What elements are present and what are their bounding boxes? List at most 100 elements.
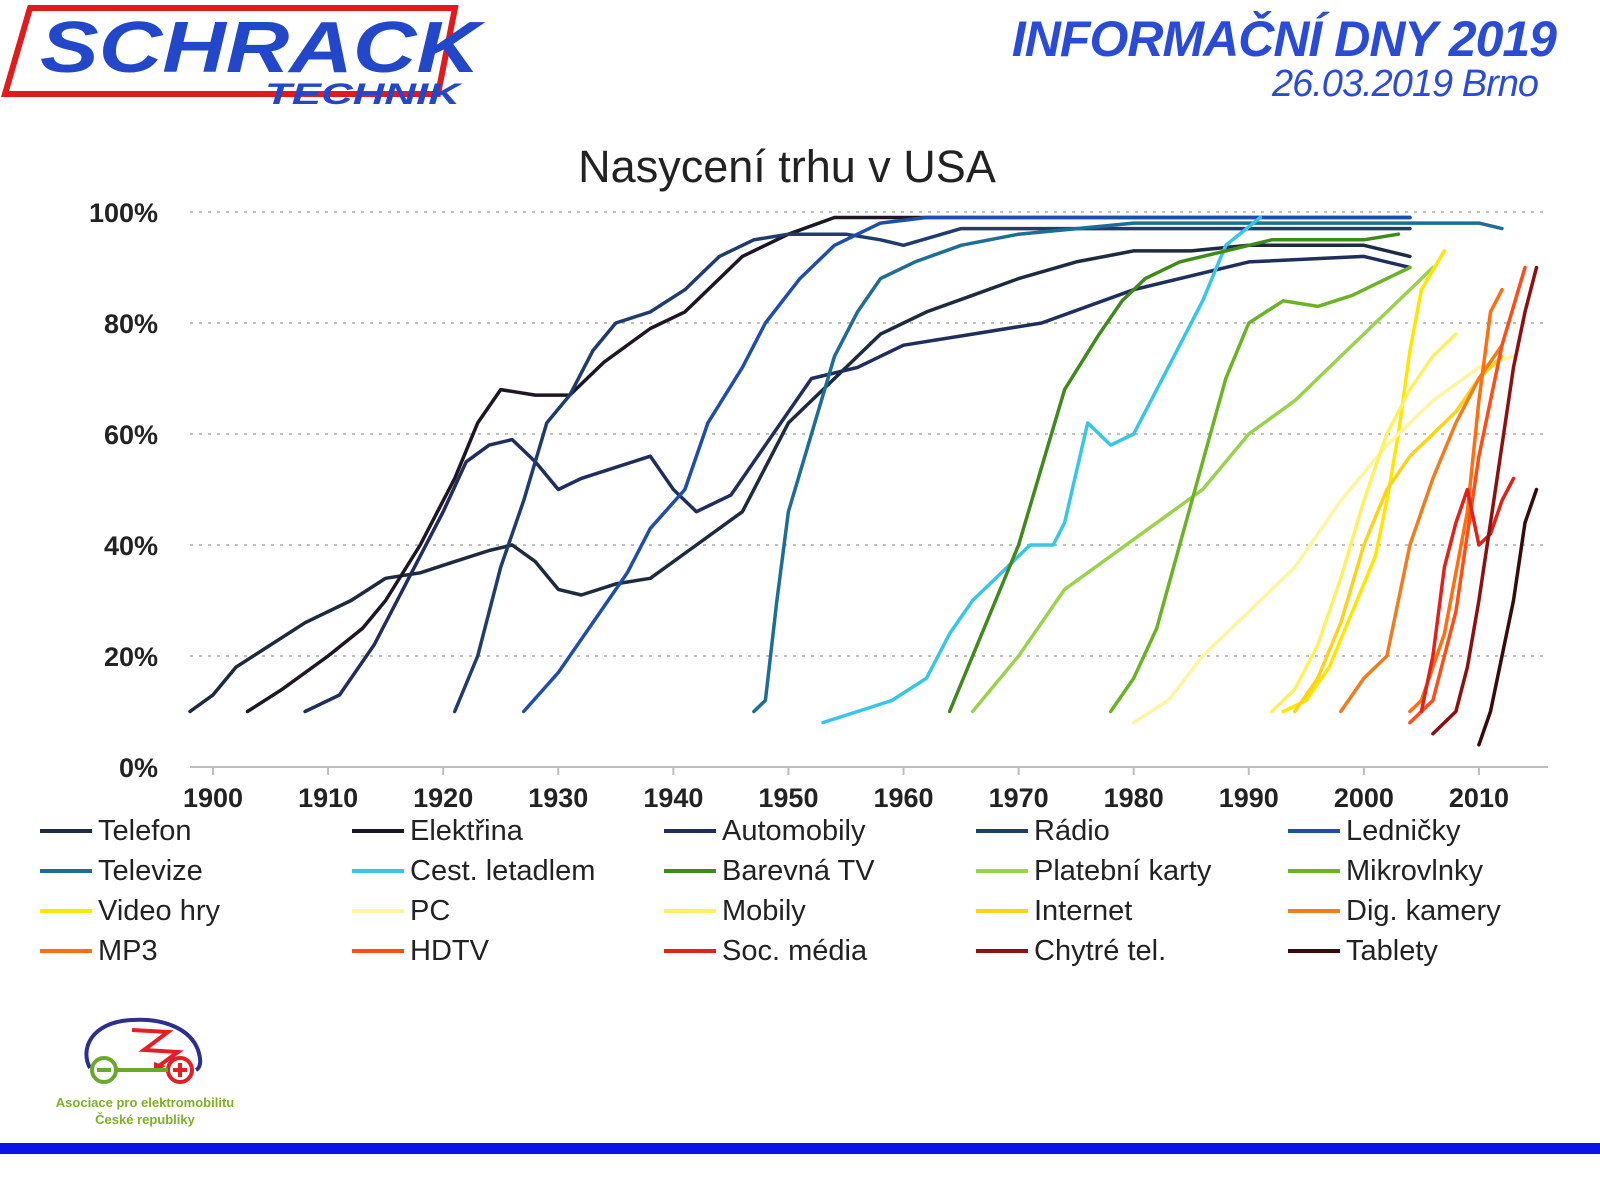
legend-swatch (1288, 829, 1340, 833)
x-tick-label: 1980 (1104, 783, 1164, 810)
schrack-logo: SCHRACK TECHNIK (1, 4, 486, 110)
legend-swatch (1288, 869, 1340, 873)
legend-label: Elektřina (410, 814, 523, 847)
ev-car-logo (84, 1017, 203, 1084)
legend-label: Platební karty (1034, 854, 1212, 887)
series-line-mikrovlnky (1108, 265, 1412, 714)
series-line-pc (1131, 354, 1516, 725)
legend-item: Chytré tel. (976, 932, 1288, 970)
y-tick-label: 20% (104, 642, 158, 672)
x-tick-label: 1990 (1219, 783, 1279, 810)
legend-label: Televize (98, 854, 203, 887)
legend-label: Telefon (98, 814, 192, 847)
series-line-elekt-ina (245, 215, 1412, 714)
series-line-mobily (1270, 332, 1458, 714)
series-line-internet (1293, 354, 1504, 714)
chart-legend: Telefon Elektřina Automobily Rádio Ledničky T… (40, 812, 1580, 970)
legend-label: HDTV (410, 934, 489, 967)
legend-item: Dig. kamery (1288, 892, 1600, 930)
market-saturation-chart: Nasycení trhu v USA 0% 20% 40% 60% 80% 100% 19… (89, 141, 1548, 810)
series-line-automobily (303, 254, 1412, 714)
series-line-dig-kamery (1339, 343, 1504, 714)
footer-bar (0, 1143, 1600, 1154)
legend-label: Tablety (1346, 934, 1438, 967)
legend-label: Chytré tel. (1034, 934, 1167, 967)
series-line-soc-m-dia (1419, 476, 1516, 714)
series-line-mp3 (1408, 287, 1504, 714)
chart-series (188, 215, 1539, 747)
legend-label: Soc. média (722, 934, 868, 967)
series-line-hdtv (1408, 265, 1527, 725)
series-line-tablety (1477, 487, 1539, 747)
legend-swatch (664, 869, 716, 873)
legend-label: PC (410, 894, 451, 927)
legend-label: Ledničky (1346, 814, 1461, 847)
legend-item: Barevná TV (664, 852, 976, 890)
legend-item: Internet (976, 892, 1288, 930)
legend-item: Ledničky (1288, 812, 1600, 850)
series-line-r-dio (452, 226, 1412, 714)
legend-swatch (976, 909, 1028, 913)
association-logo-block: Asociace pro elektromobilitu České repub… (30, 1010, 260, 1128)
legend-label: Video hry (98, 894, 220, 927)
legend-swatch (664, 829, 716, 833)
x-tick-label: 1950 (758, 783, 818, 810)
event-title: INFORMAČNÍ DNY 2019 (1011, 11, 1557, 67)
header: SCHRACK TECHNIK INFORMAČNÍ DNY 2019 26.0… (0, 0, 1600, 120)
y-tick-label: 100% (89, 198, 158, 228)
series-line-cest-letadlem (821, 215, 1263, 725)
association-name-line2: České republiky (95, 1112, 195, 1127)
legend-label: MP3 (98, 934, 158, 967)
legend-label: Internet (1034, 894, 1133, 927)
legend-item: Telefon (40, 812, 352, 850)
legend-item: Rádio (976, 812, 1288, 850)
x-tick-label: 2010 (1449, 783, 1509, 810)
legend-item: MP3 (40, 932, 352, 970)
legend-item: Televize (40, 852, 352, 890)
series-line-video-hry (1281, 249, 1447, 714)
series-line-chytr-tel- (1431, 265, 1539, 736)
legend-label: Rádio (1034, 814, 1110, 847)
legend-label: Mobily (722, 894, 806, 927)
series-line-barevn-tv (947, 232, 1401, 714)
legend-item: Mobily (664, 892, 976, 930)
legend-item: PC (352, 892, 664, 930)
legend-label: Dig. kamery (1346, 894, 1501, 927)
chart-axes: 0% 20% 40% 60% 80% 100% 1900 1910 1920 1930 1940 19… (89, 198, 1548, 810)
x-tick-label: 1970 (989, 783, 1049, 810)
x-tick-label: 2000 (1334, 783, 1394, 810)
chart-grid (190, 211, 1548, 657)
legend-swatch (976, 829, 1028, 833)
series-line-platebn-karty (970, 265, 1435, 714)
legend-swatch (40, 949, 92, 953)
chart-title: Nasycení trhu v USA (578, 141, 996, 192)
event-date: 26.03.2019 Brno (1271, 63, 1539, 105)
legend-item: Elektřina (352, 812, 664, 850)
legend-label: Automobily (722, 814, 866, 847)
series-line-ledni-ky (521, 215, 1412, 714)
legend-item: Soc. média (664, 932, 976, 970)
y-tick-label: 80% (104, 309, 158, 339)
legend-swatch (664, 909, 716, 913)
legend-item: Mikrovlnky (1288, 852, 1600, 890)
x-tick-label: 1940 (643, 783, 703, 810)
legend-item: Tablety (1288, 932, 1600, 970)
legend-label: Barevná TV (722, 854, 875, 887)
series-line-televize (752, 221, 1504, 714)
brand-text: SCHRACK (40, 8, 486, 88)
legend-swatch (40, 869, 92, 873)
series-line-telefon (188, 243, 1412, 714)
legend-item: Automobily (664, 812, 976, 850)
legend-item: Platební karty (976, 852, 1288, 890)
legend-item: Cest. letadlem (352, 852, 664, 890)
legend-swatch (352, 949, 404, 953)
legend-swatch (976, 949, 1028, 953)
x-tick-label: 1910 (298, 783, 358, 810)
legend-swatch (1288, 949, 1340, 953)
legend-label: Mikrovlnky (1346, 854, 1483, 887)
x-tick-label: 1920 (413, 783, 473, 810)
x-tick-label: 1900 (183, 783, 243, 810)
y-tick-label: 60% (104, 420, 158, 450)
legend-swatch (352, 869, 404, 873)
legend-swatch (976, 869, 1028, 873)
